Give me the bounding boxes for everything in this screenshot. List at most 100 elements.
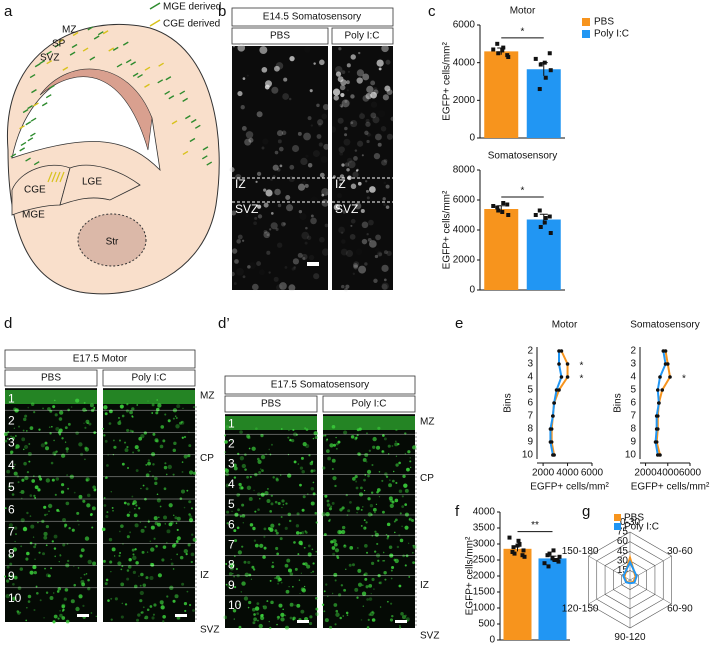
cell — [371, 610, 374, 614]
cell — [256, 217, 262, 223]
data-point — [546, 564, 551, 569]
cell — [339, 616, 342, 620]
cell — [181, 461, 184, 463]
cell — [274, 188, 281, 196]
cell — [335, 71, 342, 77]
marginal-zone — [5, 390, 97, 404]
data-point — [515, 543, 520, 548]
cell — [183, 602, 188, 606]
cell — [167, 464, 172, 470]
cell — [288, 519, 292, 523]
cell — [372, 507, 377, 512]
cell — [129, 511, 131, 513]
cell — [402, 474, 406, 478]
bar — [484, 51, 519, 138]
cell — [14, 463, 17, 466]
cell — [256, 602, 260, 606]
cell — [289, 55, 295, 62]
x-tick-label: 6000 — [679, 468, 702, 479]
cell — [228, 572, 233, 576]
cell — [138, 436, 143, 441]
cell — [366, 551, 369, 554]
data-point — [548, 231, 553, 235]
cell — [389, 618, 394, 622]
cell — [340, 105, 344, 108]
cell — [84, 536, 90, 541]
cell — [325, 583, 328, 586]
cell — [29, 515, 32, 517]
cell — [131, 548, 135, 552]
cell — [354, 149, 358, 152]
cell — [312, 570, 315, 573]
cell — [356, 428, 360, 432]
cell — [142, 583, 147, 587]
cell — [368, 583, 373, 588]
cell — [395, 455, 398, 457]
cell — [261, 146, 265, 150]
cell — [368, 613, 371, 616]
cell — [193, 406, 195, 408]
cell — [366, 196, 370, 200]
cell — [173, 514, 175, 516]
cell — [355, 506, 360, 511]
cell — [5, 579, 10, 583]
cell — [332, 538, 337, 544]
cell — [276, 552, 280, 556]
cell — [335, 612, 340, 617]
cell — [378, 110, 385, 117]
cell — [9, 562, 13, 566]
cell — [381, 159, 388, 166]
cell — [376, 488, 381, 492]
cell — [293, 266, 296, 269]
cell — [330, 540, 334, 544]
cell — [139, 599, 143, 603]
cell — [130, 61, 137, 66]
cell — [84, 446, 88, 450]
cell — [354, 202, 362, 210]
cell — [59, 171, 65, 183]
cell — [307, 116, 312, 121]
cell — [233, 618, 235, 620]
cell — [178, 421, 182, 425]
cell — [233, 575, 236, 578]
cell — [259, 269, 265, 275]
cell — [393, 520, 396, 523]
cell — [252, 621, 256, 625]
cell — [45, 478, 51, 483]
cell — [257, 508, 260, 511]
y-tick-label: 0 — [469, 285, 475, 296]
cell — [339, 84, 346, 91]
cell — [259, 543, 264, 548]
y-tick-label: 7 — [630, 411, 636, 422]
cell — [244, 572, 250, 577]
cell — [29, 426, 34, 430]
cell — [27, 406, 30, 409]
cell — [387, 535, 390, 538]
cell — [126, 466, 130, 470]
cell — [249, 523, 254, 527]
cell — [32, 565, 37, 570]
cell — [350, 435, 355, 439]
cell — [119, 530, 121, 533]
cell — [253, 613, 256, 616]
cell — [293, 266, 297, 270]
cell — [341, 163, 345, 167]
cell — [73, 583, 76, 587]
cell — [361, 154, 364, 157]
data-point — [548, 68, 553, 73]
cell — [267, 527, 272, 531]
cell — [48, 84, 55, 90]
cell — [346, 614, 349, 616]
cell — [164, 413, 167, 416]
cell — [403, 483, 408, 488]
cell — [284, 625, 289, 630]
cell — [106, 464, 109, 467]
cell — [381, 264, 389, 272]
data-point — [565, 362, 570, 366]
cell — [176, 404, 181, 409]
cell — [350, 224, 353, 227]
cell — [353, 156, 358, 161]
cell — [242, 275, 246, 279]
cell — [233, 529, 237, 533]
cell — [151, 412, 154, 414]
